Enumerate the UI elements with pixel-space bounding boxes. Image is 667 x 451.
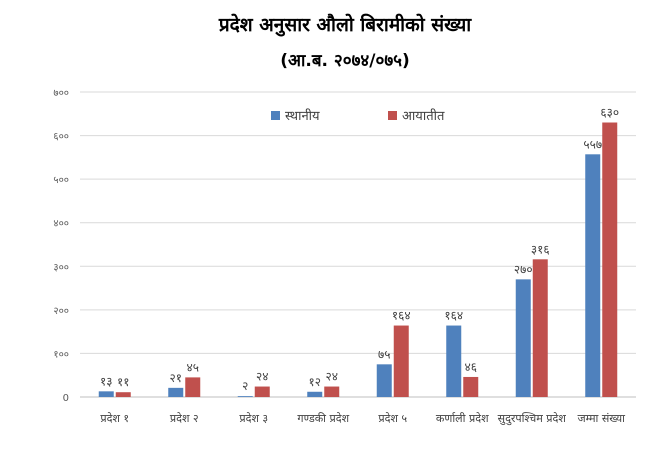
category-label: सुदुरपश्चिम प्रदेश — [498, 412, 567, 426]
y-tick-label: २०० — [53, 306, 69, 317]
bar-local — [376, 364, 392, 397]
data-label: ४६ — [465, 360, 477, 374]
bar-local — [98, 391, 114, 397]
data-label: २१ — [170, 371, 182, 385]
data-label: २४ — [256, 370, 268, 384]
data-labels: १३ ११ २१ ४५ २ २४ १२ २४ ७५ १६४ १६४ ४६ २७० ३१६ ५५७ ६३० — [100, 106, 619, 394]
bar-imported — [393, 325, 409, 397]
bar-local — [307, 391, 323, 397]
bar-local — [585, 154, 601, 397]
category-label: जम्मा संख्या — [578, 412, 626, 425]
y-tick-label: ५०० — [53, 175, 69, 186]
category-label: प्रदेश ३ — [239, 412, 268, 425]
y-tick-label: ४०० — [53, 219, 69, 230]
data-label: ११ — [117, 375, 129, 389]
category-label: प्रदेश २ — [170, 412, 199, 425]
y-tick-label: ७०० — [53, 88, 69, 99]
data-label: २४ — [326, 370, 338, 384]
data-label: २ — [242, 379, 248, 393]
bar-imported — [324, 386, 340, 397]
legend-swatch — [271, 111, 280, 120]
category-label: प्रदेश १ — [100, 412, 129, 425]
data-label: ७५ — [378, 347, 390, 361]
data-label: १६४ — [392, 309, 411, 323]
category-label: प्रदेश ५ — [378, 412, 407, 425]
bars — [98, 122, 618, 397]
bar-imported — [602, 122, 618, 397]
data-label: ४५ — [187, 360, 199, 374]
data-label: ६३० — [600, 106, 619, 120]
bar-local — [168, 387, 184, 397]
legend-label: स्थानीय — [285, 108, 320, 124]
data-label: २७० — [514, 262, 533, 276]
bar-local — [237, 396, 253, 397]
bar-imported — [532, 259, 548, 397]
data-label: ३१६ — [531, 242, 550, 256]
bar-imported — [185, 377, 201, 397]
y-axis-ticks: 0 १०० २०० ३०० ४०० ५०० ६०० ७०० — [53, 88, 69, 404]
y-tick-label: १०० — [53, 349, 69, 360]
category-label: गण्डकी प्रदेश — [297, 412, 349, 425]
chart-title: प्रदेश अनुसार औलो बिरामीको संख्या — [218, 13, 472, 37]
legend-label: आयातीत — [402, 108, 445, 124]
data-label: १६४ — [444, 309, 463, 323]
data-label: ५५७ — [583, 137, 602, 151]
bar-local — [446, 325, 462, 397]
bar-imported — [254, 386, 270, 397]
legend: स्थानीय आयातीत — [271, 108, 445, 124]
chart-subtitle: (आ.ब. २०७४/०७५) — [280, 51, 410, 71]
bar-imported — [115, 392, 131, 397]
legend-swatch — [388, 111, 397, 120]
gridlines — [80, 91, 636, 398]
y-tick-label: ६०० — [53, 132, 69, 143]
data-label: १२ — [309, 375, 321, 389]
category-label: कर्णाली प्रदेश — [436, 412, 489, 425]
data-label: १३ — [100, 374, 112, 388]
x-axis-categories: प्रदेश १ प्रदेश २ प्रदेश ३ गण्डकी प्रदेश प्र… — [100, 412, 625, 426]
y-tick-label: 0 — [63, 393, 69, 404]
y-tick-label: ३०० — [53, 262, 69, 273]
bar-imported — [463, 376, 479, 397]
bar-local — [515, 279, 531, 397]
